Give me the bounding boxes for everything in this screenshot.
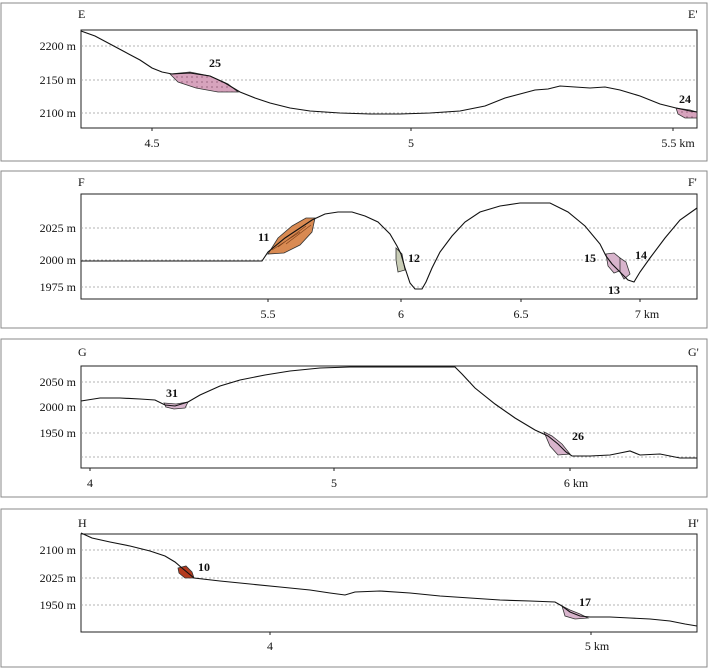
x-tick-label: 5.5 [261,307,276,321]
deposit-number-label: 15 [584,251,596,265]
y-tick-label: 2000 m [40,400,77,414]
y-tick-label: 2000 m [40,253,77,267]
plot-area [80,365,698,469]
terrain-profile-line [80,30,698,115]
section-end-label: H' [688,516,699,530]
deposit-number-label: 12 [408,251,420,265]
deposit-24 [675,107,698,119]
deposit-number-label: 11 [258,230,269,244]
section-start-label: G [78,345,87,359]
x-tick-label: 5 [331,476,337,490]
deposit-11 [267,217,316,255]
profile-panel-e: E E' 2200 m 2150 m 2100 m 4.5 5 5.5 km 2… [0,2,708,162]
deposit-number-label: 10 [198,560,210,574]
deposit-number-label: 25 [209,56,221,70]
panel-frame [0,508,708,668]
y-tick-label: 1950 m [40,598,77,612]
deposit-number-label: 26 [572,429,584,443]
profile-panel-f: F F' 2025 m 2000 m 1975 m 5.5 6 6.5 7 km… [0,170,708,329]
plot-area [80,533,698,633]
deposit-number-label: 17 [579,595,591,609]
plot-area [80,29,698,129]
deposit-number-label: 14 [635,248,647,262]
y-tick-label: 2150 m [40,73,77,87]
y-tick-label: 1975 m [40,280,77,294]
panel-frame [0,2,708,162]
deposit-number-label: 24 [679,92,691,106]
deposit-hatching [271,224,312,251]
plot-area [80,193,698,300]
y-tick-label: 2100 m [40,543,77,557]
section-start-label: F [78,175,85,189]
x-tick-label: 4 [267,639,273,653]
deposit-12 [395,247,406,273]
x-tick-label: 5.5 km [661,136,695,150]
profile-panel-h: H H' 2100 m 2025 m 1950 m 4 5 km 10 17 [0,508,708,668]
deposit-25 [169,71,240,93]
x-tick-label: 7 km [635,307,660,321]
profile-panel-g: G G' 2050 m 2000 m 1950 m 4 5 6 km 31 26 [0,338,708,498]
panel-frame [0,338,708,498]
section-start-label: E [78,7,85,21]
deposit-14 [619,257,631,280]
x-tick-label: 5 km [585,639,610,653]
y-tick-label: 2025 m [40,571,77,585]
terrain-profile-line [80,366,697,459]
section-end-label: E' [688,7,698,21]
terrain-profile-line [80,532,698,627]
y-tick-label: 2025 m [40,221,77,235]
terrain-profile-line [81,202,698,290]
section-end-label: F' [688,175,697,189]
deposit-number-label: 31 [166,386,178,400]
panel-frame [0,170,708,329]
y-tick-label: 2100 m [40,106,77,120]
x-tick-label: 6 [398,307,404,321]
x-tick-label: 4.5 [145,136,160,150]
x-tick-label: 4 [87,476,93,490]
x-tick-label: 6 km [564,476,589,490]
y-tick-label: 2050 m [40,375,77,389]
y-tick-label: 2200 m [40,39,77,53]
x-tick-label: 5 [408,136,414,150]
deposit-number-label: 13 [608,283,620,297]
x-tick-label: 6.5 [514,307,529,321]
section-start-label: H [78,516,87,530]
y-tick-label: 1950 m [40,426,77,440]
section-end-label: G' [688,345,699,359]
